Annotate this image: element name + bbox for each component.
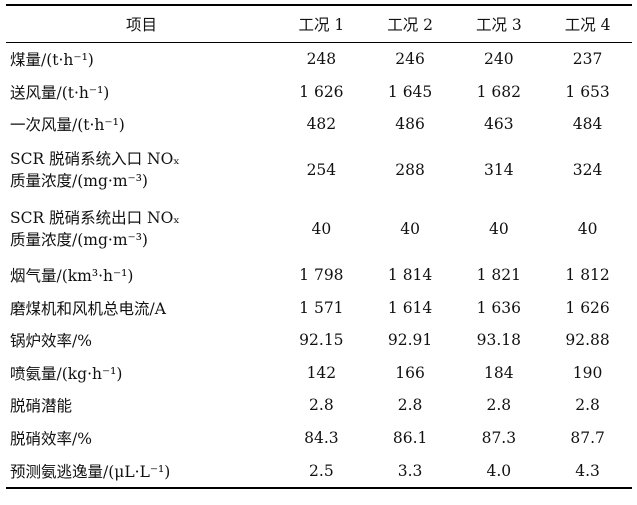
header-row: 项目 工况 1 工况 2 工况 3 工况 4 <box>6 5 632 43</box>
cell-value: 246 <box>395 50 425 69</box>
cell-value: 87.7 <box>570 429 605 448</box>
cell-value: 40 <box>488 220 509 239</box>
row-label: 煤量/(t·h⁻¹) <box>10 51 94 70</box>
row-label-line: SCR 脱硝系统入口 NOₓ <box>10 150 180 169</box>
cell-value: 190 <box>572 363 603 382</box>
row-label: 脱硝潜能 <box>10 397 73 416</box>
cell-value: 484 <box>572 115 603 134</box>
cell-value: 324 <box>572 161 603 180</box>
row-label: 烟气量/(km³·h⁻¹) <box>10 267 134 286</box>
row-label: 一次风量/(t·h⁻¹) <box>10 116 125 135</box>
cell-value: 2.8 <box>397 396 423 415</box>
cell-value: 166 <box>395 363 425 382</box>
table-row: 脱硝潜能 2.8 2.8 2.8 2.8 <box>6 389 632 422</box>
row-label: SCR 脱硝系统出口 NOₓ 质量浓度/(mg·m⁻³) <box>6 200 277 259</box>
cell-value: 40 <box>400 220 420 239</box>
table-body: 煤量/(t·h⁻¹) 248 246 240 237 送风量/(t·h⁻¹) 1… <box>6 43 632 488</box>
row-label-line: 质量浓度/(mg·m⁻³) <box>10 231 148 250</box>
cell-value: 1 626 <box>299 82 344 101</box>
cell-value: 87.3 <box>481 429 517 448</box>
cell-value: 463 <box>484 115 514 134</box>
table-row: 锅炉效率/% 92.15 92.91 93.18 92.88 <box>6 324 632 357</box>
cell-value: 2.8 <box>486 396 512 415</box>
cell-value: 1 821 <box>476 266 522 285</box>
cell-value: 1 653 <box>565 82 610 101</box>
cell-value: 40 <box>311 220 332 239</box>
table-row: 脱硝效率/% 84.3 86.1 87.3 87.7 <box>6 422 632 455</box>
table-row: 送风量/(t·h⁻¹) 1 626 1 645 1 682 1 653 <box>6 76 632 109</box>
table-row: 一次风量/(t·h⁻¹) 482 486 463 484 <box>6 108 632 141</box>
cell-value: 254 <box>306 161 337 180</box>
cell-value: 142 <box>306 363 337 382</box>
table-row: 磨煤机和风机总电流/A 1 571 1 614 1 636 1 626 <box>6 291 632 324</box>
cell-value: 40 <box>577 220 598 239</box>
header-case-1: 工况 1 <box>298 16 345 34</box>
cell-value: 184 <box>484 363 514 382</box>
row-label: 磨煤机和风机总电流/A <box>10 299 166 318</box>
table-row: 喷氨量/(kg·h⁻¹) 142 166 184 190 <box>6 357 632 390</box>
cell-value: 1 645 <box>387 82 433 101</box>
cell-value: 248 <box>306 50 337 69</box>
table-row: 预测氨逃逸量/(μL·L⁻¹) 2.5 3.3 4.0 4.3 <box>6 454 632 488</box>
cell-value: 237 <box>572 50 603 69</box>
header-case-3: 工况 3 <box>475 16 522 34</box>
cell-value: 2.8 <box>309 396 334 415</box>
cell-value: 2.5 <box>309 461 334 480</box>
cell-value: 84.3 <box>304 429 339 448</box>
cell-value: 92.91 <box>387 331 433 350</box>
cell-value: 3.3 <box>397 461 423 480</box>
cell-value: 2.8 <box>575 396 600 415</box>
cell-value: 4.3 <box>575 461 600 480</box>
header-case-4: 工况 4 <box>564 16 611 34</box>
cell-value: 92.88 <box>565 331 610 350</box>
header-item: 项目 <box>125 16 157 34</box>
cell-value: 92.15 <box>299 331 344 350</box>
cell-value: 86.1 <box>392 429 428 448</box>
cell-value: 1 814 <box>387 266 433 285</box>
cell-value: 1 571 <box>299 298 344 317</box>
operating-conditions-table: 项目 工况 1 工况 2 工况 3 工况 4 煤量/(t·h⁻¹) 248 24… <box>6 4 632 489</box>
cell-value: 1 812 <box>565 266 610 285</box>
cell-value: 1 614 <box>387 298 433 317</box>
row-label: 喷氨量/(kg·h⁻¹) <box>10 364 123 383</box>
cell-value: 482 <box>306 115 337 134</box>
cell-value: 314 <box>484 161 514 180</box>
row-label: 脱硝效率/% <box>10 430 92 449</box>
table-header: 项目 工况 1 工况 2 工况 3 工况 4 <box>6 5 632 43</box>
row-label-line: 质量浓度/(mg·m⁻³) <box>10 172 148 191</box>
table-row: SCR 脱硝系统出口 NOₓ 质量浓度/(mg·m⁻³) 40 40 40 40 <box>6 200 632 259</box>
cell-value: 1 636 <box>476 298 522 317</box>
header-case-2: 工况 2 <box>387 16 433 34</box>
row-label-line: SCR 脱硝系统出口 NOₓ <box>10 209 180 228</box>
cell-value: 93.18 <box>476 331 522 350</box>
cell-value: 1 626 <box>565 298 610 317</box>
row-label: 送风量/(t·h⁻¹) <box>10 83 110 102</box>
cell-value: 4.0 <box>486 461 512 480</box>
cell-value: 486 <box>395 115 425 134</box>
cell-value: 1 798 <box>299 266 344 285</box>
table-row: SCR 脱硝系统入口 NOₓ 质量浓度/(mg·m⁻³) 254 288 314… <box>6 141 632 200</box>
cell-value: 288 <box>395 161 425 180</box>
row-label: SCR 脱硝系统入口 NOₓ 质量浓度/(mg·m⁻³) <box>6 141 277 200</box>
table-row: 煤量/(t·h⁻¹) 248 246 240 237 <box>6 43 632 76</box>
cell-value: 240 <box>484 50 514 69</box>
cell-value: 1 682 <box>476 82 522 101</box>
row-label: 锅炉效率/% <box>10 332 92 351</box>
row-label: 预测氨逃逸量/(μL·L⁻¹) <box>10 462 171 481</box>
table-row: 烟气量/(km³·h⁻¹) 1 798 1 814 1 821 1 812 <box>6 259 632 292</box>
